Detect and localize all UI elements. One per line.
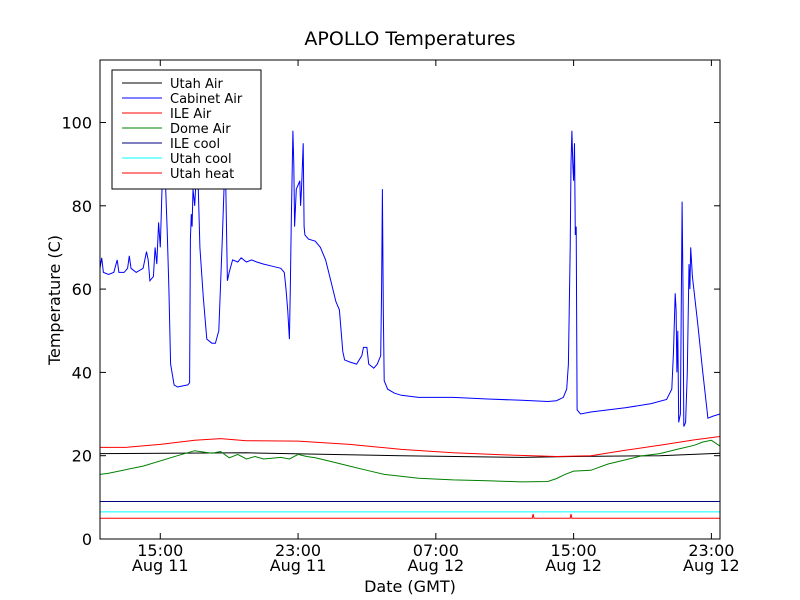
legend-label: Utah heat [170, 167, 234, 182]
x-tick-label-time: 15:00 [137, 541, 183, 560]
y-tick-label: 0 [82, 530, 92, 549]
x-tick-label-date: Aug 11 [132, 556, 189, 575]
x-tick-label-time: 07:00 [413, 541, 459, 560]
x-tick-label-time: 23:00 [275, 541, 321, 560]
x-tick-label-date: Aug 11 [270, 556, 327, 575]
x-tick-label-date: Aug 12 [407, 556, 464, 575]
y-tick-label: 80 [72, 197, 92, 216]
legend-label: Dome Air [170, 122, 231, 137]
x-tick-label-date: Aug 12 [683, 556, 740, 575]
y-axis: 0 20 40 60 80 100 [61, 113, 720, 549]
y-axis-label: Temperature (C) [45, 235, 64, 366]
chart-title: APOLLO Temperatures [304, 28, 515, 50]
x-tick-label-time: 15:00 [551, 541, 597, 560]
x-axis-label: Date (GMT) [364, 577, 456, 596]
series-layer [100, 130, 720, 519]
x-tick-label-date: Aug 12 [545, 556, 602, 575]
legend-box [111, 69, 262, 190]
legend-label: Utah cool [170, 152, 232, 167]
y-tick-label: 60 [72, 280, 92, 299]
series-line-2 [100, 436, 720, 458]
x-tick-label-time: 23:00 [688, 541, 734, 560]
legend-label: ILE Air [170, 107, 212, 122]
plot-frame [99, 59, 721, 540]
legend-label: Utah Air [170, 77, 223, 92]
series-line-6 [100, 513, 720, 519]
legend-label: ILE cool [170, 137, 220, 152]
series-line-0 [100, 452, 720, 458]
y-tick-label: 40 [72, 363, 92, 382]
series-line-1 [100, 130, 720, 427]
y-tick-label: 20 [72, 447, 92, 466]
legend-label: Cabinet Air [170, 92, 243, 107]
y-tick-label: 100 [61, 113, 92, 132]
series-line-3 [100, 439, 720, 483]
